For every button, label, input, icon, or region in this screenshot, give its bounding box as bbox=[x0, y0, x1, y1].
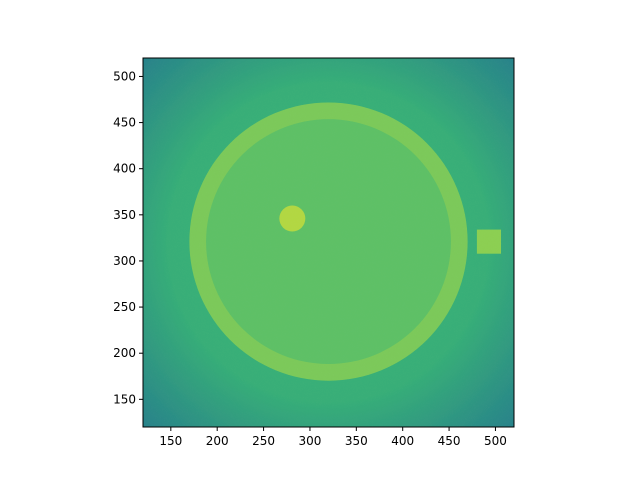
x-tick-label: 350 bbox=[345, 434, 368, 448]
y-tick-label: 350 bbox=[113, 208, 136, 222]
y-tick-label: 150 bbox=[113, 392, 136, 406]
x-tick-label: 500 bbox=[484, 434, 507, 448]
x-tick-label: 300 bbox=[298, 434, 321, 448]
image-area bbox=[143, 58, 514, 427]
x-tick-label: 250 bbox=[252, 434, 275, 448]
disc-feature bbox=[279, 205, 306, 232]
y-tick-label: 250 bbox=[113, 300, 136, 314]
axes-frame bbox=[142, 57, 515, 428]
square-feature bbox=[476, 229, 502, 254]
y-tick-label: 450 bbox=[113, 116, 136, 130]
x-tick-label: 450 bbox=[438, 434, 461, 448]
y-tick-label: 500 bbox=[113, 69, 136, 83]
x-axis: 150 200 250 300 350 400 450 500 bbox=[159, 427, 507, 448]
x-tick-label: 200 bbox=[206, 434, 229, 448]
y-axis: 150 200 250 300 350 400 450 500 bbox=[113, 69, 143, 406]
y-tick-label: 400 bbox=[113, 162, 136, 176]
x-tick-label: 150 bbox=[159, 434, 182, 448]
y-tick-label: 300 bbox=[113, 254, 136, 268]
ring-interior bbox=[206, 119, 451, 365]
y-tick-label: 200 bbox=[113, 346, 136, 360]
x-tick-label: 400 bbox=[391, 434, 414, 448]
